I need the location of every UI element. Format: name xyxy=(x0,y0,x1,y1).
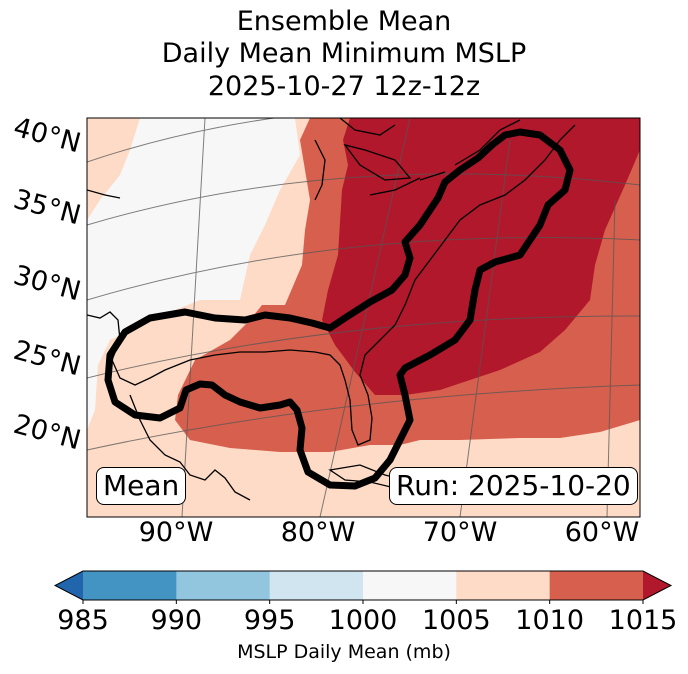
pressure-field-1000-1005 xyxy=(87,118,300,430)
colorbar-tick-985: 985 xyxy=(57,605,109,636)
colorbar-segment-985-990 xyxy=(83,571,177,600)
yucatan-coast xyxy=(129,394,251,501)
parallel-20n xyxy=(87,384,640,451)
lake-huron xyxy=(343,143,412,181)
lon-label-90w: 90°W xyxy=(139,517,214,548)
lake-michigan xyxy=(314,139,326,201)
colorbar-tick-990: 990 xyxy=(150,605,203,636)
colorbar-tick-1005: 1005 xyxy=(421,605,491,636)
parallel-30n xyxy=(87,237,640,301)
lon-label-70w: 70°W xyxy=(423,517,498,548)
title-line-3: 2025-10-27 12z-12z xyxy=(207,71,481,102)
colorbar-tick-1000: 1000 xyxy=(328,605,398,636)
colorbar-tick-1010: 1010 xyxy=(515,605,585,636)
east-coast-gulf-coast xyxy=(87,124,576,446)
colorbar-segment-1000-1005 xyxy=(363,571,457,600)
inland-boundary xyxy=(87,189,121,199)
lat-label-25n: 25°N xyxy=(10,335,84,383)
meridian-80w xyxy=(319,118,411,517)
graticule xyxy=(87,118,640,517)
map-frame xyxy=(86,117,641,518)
lake-erie xyxy=(369,177,421,196)
colorbar-segment-990-995 xyxy=(176,571,271,600)
lat-label-30n: 30°N xyxy=(10,260,84,308)
colorbar-tick-995: 995 xyxy=(243,605,296,636)
longitude-labels: 90°W 80°W 70°W 60°W xyxy=(139,517,640,548)
meridian-70w xyxy=(459,139,511,517)
colorbar xyxy=(53,570,673,604)
colorbar-segment-995-1000 xyxy=(269,571,364,600)
meridian-90w xyxy=(181,118,206,517)
colorbar-segment-1005-1010 xyxy=(456,571,551,600)
title-line-1: Ensemble Mean xyxy=(236,6,452,37)
outlined-region-contour xyxy=(104,128,574,490)
lat-label-20n: 20°N xyxy=(10,409,84,457)
title-line-2: Daily Mean Minimum MSLP xyxy=(161,38,527,69)
meridian-60w xyxy=(606,199,616,517)
lake-ontario xyxy=(419,171,446,181)
colorbar-segment-1010-1015 xyxy=(549,571,644,600)
run-date-box: Run: 2025-10-20 xyxy=(389,467,638,505)
lon-label-60w: 60°W xyxy=(565,517,640,548)
mean-label-box: Mean xyxy=(96,467,187,505)
lat-label-35n: 35°N xyxy=(10,184,84,232)
st-lawrence xyxy=(454,119,521,166)
parallel-35n xyxy=(87,173,640,226)
lake-superior xyxy=(339,118,396,136)
colorbar-extend-high xyxy=(643,571,671,600)
colorbar-tick-1015: 1015 xyxy=(608,605,678,636)
lat-label-40n: 40°N xyxy=(10,112,84,160)
colorbar-extend-low xyxy=(55,571,83,600)
colorbar-label: MSLP Daily Mean (mb) xyxy=(237,641,451,663)
parallel-40n xyxy=(87,118,640,163)
parallel-25n xyxy=(87,315,640,379)
coastlines xyxy=(87,118,576,501)
latitude-labels: 40°N 35°N 30°N 25°N 20°N xyxy=(10,112,84,457)
lon-label-80w: 80°W xyxy=(281,517,356,548)
